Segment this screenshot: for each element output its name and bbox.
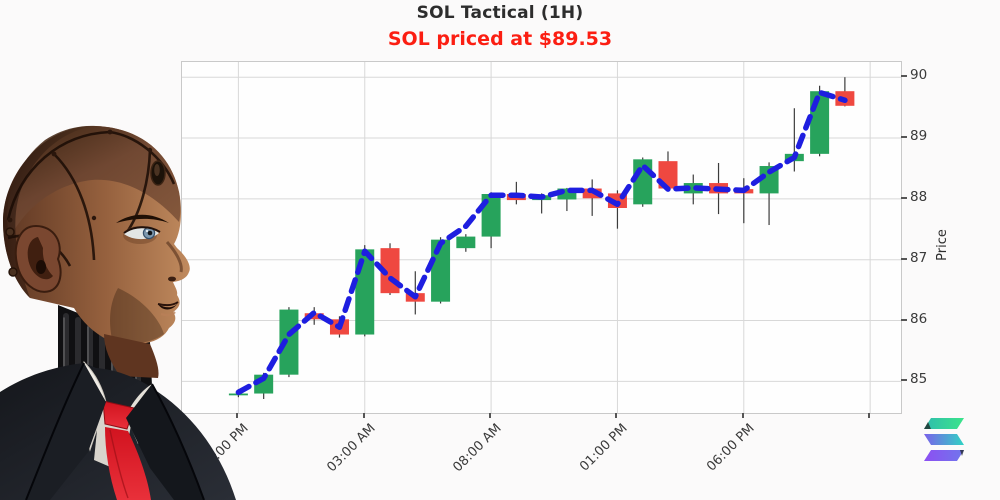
eye <box>123 226 161 244</box>
candle-body <box>810 91 830 154</box>
eyebrow <box>116 214 169 223</box>
android-figure <box>0 125 236 500</box>
solana-bar-top <box>924 418 964 429</box>
jaw-shadow <box>110 288 164 344</box>
x-tick-mark <box>236 413 239 418</box>
page-title: SOL Tactical (1H) <box>416 3 584 23</box>
candle-body <box>304 313 324 320</box>
x-tick-mark <box>741 413 744 418</box>
candle-body <box>456 236 476 249</box>
y-tick-mark <box>901 318 907 321</box>
chin-neck <box>104 334 159 378</box>
y-tick-label: 88 <box>910 188 928 205</box>
skull-rivets <box>7 129 153 223</box>
suit <box>0 360 236 500</box>
lapel-right <box>126 384 204 500</box>
forehead-sensor <box>150 160 166 186</box>
ma-dashed-line <box>235 89 848 396</box>
candlestick-chart <box>181 61 902 414</box>
candle-body <box>355 249 375 335</box>
android-head <box>3 125 190 378</box>
y-tick-mark <box>901 196 907 199</box>
solana-bar-bottom <box>924 450 964 461</box>
candle-body <box>279 309 299 375</box>
lapel-left <box>26 363 106 500</box>
x-tick-label: 01:00 PM <box>577 421 632 475</box>
y-axis-label: Price <box>935 229 950 261</box>
nose-shading <box>165 240 183 273</box>
y-tick-label: 86 <box>910 310 928 327</box>
candle-body <box>759 166 779 194</box>
nostril <box>168 276 176 282</box>
x-tick-mark <box>489 413 492 418</box>
x-tick-label: 03:00 AM <box>324 421 379 476</box>
solana-notch <box>924 422 931 429</box>
y-tick-mark <box>901 379 907 382</box>
x-tick-label: 06:00 PM <box>703 421 758 475</box>
y-tick-label: 89 <box>910 128 928 145</box>
price-headline: SOL priced at $89.53 <box>387 28 613 50</box>
lower-lip <box>160 311 176 317</box>
mouth <box>158 303 178 310</box>
y-tick-mark <box>901 257 907 260</box>
candle-body <box>431 239 451 302</box>
candle-body <box>557 188 577 200</box>
solana-bar-middle <box>924 434 964 445</box>
y-tick-label: 87 <box>910 249 928 266</box>
x-tick-mark <box>615 413 618 418</box>
x-tick-mark <box>362 413 365 418</box>
x-tick-label: 08:00 AM <box>450 421 505 476</box>
ear <box>5 224 62 293</box>
y-tick-mark <box>901 75 907 78</box>
y-tick-label: 90 <box>910 67 928 84</box>
y-tick-mark <box>901 136 907 139</box>
x-tick-mark <box>868 413 871 418</box>
y-tick-label: 85 <box>910 371 928 388</box>
solana-notch-2 <box>960 450 964 456</box>
solana-logo <box>924 418 964 461</box>
chart-canvas <box>182 62 901 413</box>
tie <box>102 400 151 500</box>
